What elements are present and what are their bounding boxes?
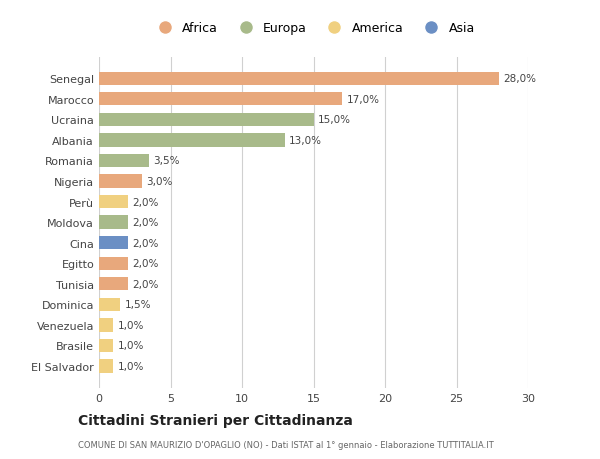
Text: 28,0%: 28,0% <box>503 74 536 84</box>
Bar <box>99 154 149 168</box>
Text: 1,5%: 1,5% <box>125 300 151 310</box>
Bar <box>99 298 121 311</box>
Bar <box>99 113 314 127</box>
Text: 13,0%: 13,0% <box>289 135 322 146</box>
Bar <box>99 257 128 270</box>
Bar <box>99 319 113 332</box>
Text: 15,0%: 15,0% <box>318 115 351 125</box>
Text: 2,0%: 2,0% <box>132 238 158 248</box>
Bar <box>99 216 128 230</box>
Text: 17,0%: 17,0% <box>346 95 379 105</box>
Text: COMUNE DI SAN MAURIZIO D'OPAGLIO (NO) - Dati ISTAT al 1° gennaio - Elaborazione : COMUNE DI SAN MAURIZIO D'OPAGLIO (NO) - … <box>78 441 494 449</box>
Bar <box>99 196 128 209</box>
Bar <box>99 93 342 106</box>
Text: 1,0%: 1,0% <box>118 361 144 371</box>
Text: 2,0%: 2,0% <box>132 258 158 269</box>
Bar <box>99 236 128 250</box>
Text: 3,0%: 3,0% <box>146 177 173 187</box>
Bar <box>99 175 142 188</box>
Legend: Africa, Europa, America, Asia: Africa, Europa, America, Asia <box>147 17 480 40</box>
Text: 1,0%: 1,0% <box>118 320 144 330</box>
Text: 1,0%: 1,0% <box>118 341 144 351</box>
Bar <box>99 73 499 86</box>
Text: 2,0%: 2,0% <box>132 279 158 289</box>
Bar <box>99 359 113 373</box>
Text: 3,5%: 3,5% <box>154 156 180 166</box>
Text: 2,0%: 2,0% <box>132 197 158 207</box>
Bar <box>99 339 113 353</box>
Text: Cittadini Stranieri per Cittadinanza: Cittadini Stranieri per Cittadinanza <box>78 414 353 428</box>
Text: 2,0%: 2,0% <box>132 218 158 228</box>
Bar <box>99 278 128 291</box>
Bar <box>99 134 285 147</box>
